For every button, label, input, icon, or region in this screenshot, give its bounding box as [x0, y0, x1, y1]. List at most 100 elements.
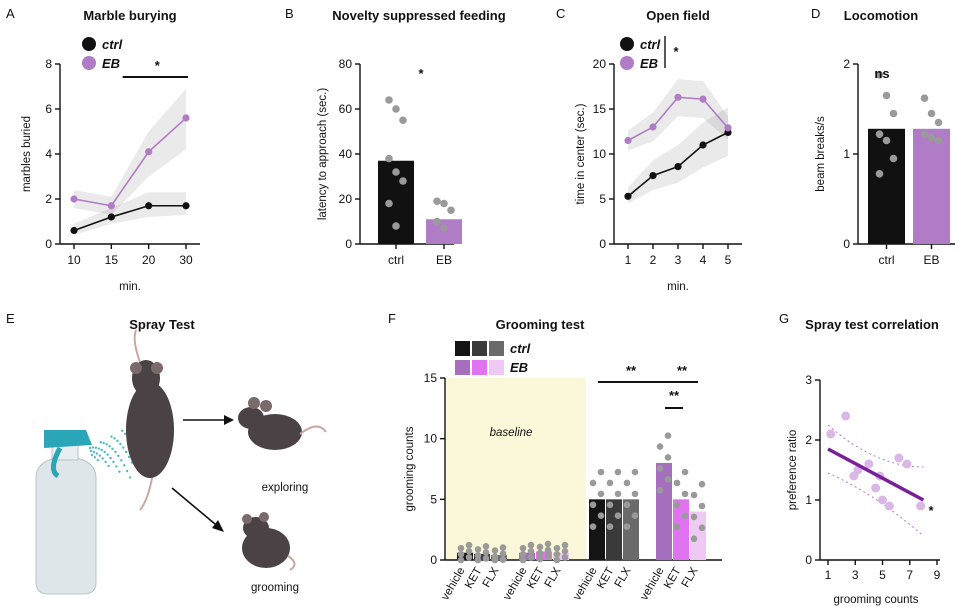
chart-A-point-EB	[145, 148, 153, 156]
spray-bottle-icon	[35, 423, 136, 595]
spray-droplet	[101, 457, 104, 460]
spray-droplet	[115, 465, 118, 468]
mouse-exploring-icon	[238, 397, 327, 450]
chart-D-title: Locomotion	[844, 8, 918, 23]
chart-G-point	[864, 459, 874, 469]
chart-F-bar-ctrl-FLX	[623, 499, 639, 560]
chart-D-y-tick-label: 2	[843, 57, 850, 71]
chart-F-x-label: FLX	[680, 565, 701, 590]
spray-droplet	[122, 446, 125, 449]
spray-droplet	[113, 437, 116, 440]
chart-F-dot	[482, 555, 490, 562]
chart-F-legend-swatch-EB	[489, 360, 504, 375]
spray-droplet	[96, 458, 100, 462]
chart-A-line-ctrl	[73, 204, 186, 232]
chart-F-dot	[457, 544, 465, 552]
chart-D-dot-ctrl	[875, 130, 884, 138]
chart-A-ylabel: marbles buried	[21, 116, 33, 192]
chart-F-dot	[614, 468, 622, 476]
mouse-body	[126, 382, 174, 478]
panel-label-D: D	[811, 6, 820, 21]
chart-A-y-tick-label: 2	[45, 192, 52, 206]
chart-A-point-ctrl	[107, 213, 115, 221]
chart-F-dot	[589, 501, 597, 509]
chart-A-x-tick-label: 20	[142, 253, 156, 267]
chart-F-dot	[614, 490, 622, 498]
chart-C-x-tick-label: 5	[725, 253, 732, 267]
mouse-sprayed-icon	[126, 329, 174, 511]
chart-G-ci-upper	[827, 424, 924, 468]
spray-bottle-handle	[51, 446, 63, 479]
chart-B-y-tick-label: 0	[345, 237, 352, 251]
chart-D-dot-ctrl	[889, 109, 898, 118]
spray-droplet	[93, 456, 97, 459]
spray-test-title: Spray Test	[129, 317, 195, 332]
chart-C-y-tick-label: 10	[593, 147, 607, 161]
chart-F-dot	[673, 523, 681, 530]
chart-F-bar-EB-baseline-FLX	[553, 552, 569, 560]
chart-B-x-tick-label: EB	[436, 253, 452, 267]
chart-F-baseline-region	[446, 378, 586, 560]
spray-droplet	[109, 456, 112, 460]
spray-droplet	[88, 446, 92, 450]
chart-G-ci-lower	[827, 472, 924, 537]
chart-C-legend-EB: EB	[640, 56, 658, 71]
chart-F-dot	[544, 540, 552, 548]
chart-A-y-tick-label: 4	[45, 147, 52, 161]
chart-D-dot-EB	[934, 118, 943, 127]
chart-A-x-tick-label: 30	[179, 253, 193, 267]
chart-F-dot	[589, 523, 597, 530]
chart-F-dot	[664, 432, 672, 439]
chart-F-bar-ctrl-KET	[606, 499, 622, 560]
chart-A-xlabel: min.	[119, 281, 141, 293]
chart-F-dot	[623, 479, 631, 487]
spray-droplet	[98, 454, 101, 457]
chart-F-dot	[698, 502, 706, 510]
spray-droplet	[111, 447, 114, 450]
chart-F-legend-ctrl: ctrl	[510, 341, 531, 356]
chart-F-dot	[606, 479, 614, 487]
chart-G-x-tick-label: 7	[906, 568, 913, 582]
chart-F-dot	[589, 479, 597, 487]
chart-G-ylabel: preference ratio	[787, 430, 799, 511]
chart-F-title: Grooming test	[496, 317, 586, 332]
chart-F-dot	[519, 544, 527, 552]
chart-D-dot-EB	[927, 134, 936, 142]
chart-F-dot	[673, 479, 681, 487]
chart-F-x-label: KET	[595, 566, 617, 591]
chart-F-dot	[474, 546, 482, 553]
chart-G-x-tick-label: 5	[879, 568, 886, 582]
chart-F-y-tick-label: 0	[430, 553, 437, 567]
mouse-tail	[139, 477, 153, 511]
panel-label-A: A	[6, 6, 15, 21]
chart-A-point-ctrl	[145, 202, 153, 210]
chart-C-ylabel: time in center (sec.)	[575, 103, 587, 204]
chart-B-dot-EB	[433, 197, 441, 206]
label-exploring: exploring	[262, 482, 309, 494]
chart-C-point-ctrl	[699, 141, 707, 149]
panel-label-C: C	[556, 6, 565, 21]
chart-B-y-tick-label: 60	[339, 102, 353, 116]
spray-droplet	[108, 445, 111, 448]
chart-F-x-label: KET	[463, 566, 485, 591]
chart-B-y-tick-label: 40	[339, 147, 353, 161]
chart-F-bar-EB-KET	[673, 499, 689, 560]
chart-A-y-tick-label: 0	[45, 237, 52, 251]
chart-F-bar-ctrl-baseline-FLX	[491, 555, 507, 560]
arrow-head	[212, 520, 224, 532]
chart-F-x-label: FLX	[543, 565, 564, 590]
arrow-to-grooming	[171, 487, 216, 525]
chart-F-dot	[457, 556, 465, 564]
chart-F-bar-ctrl-baseline-KET	[474, 553, 490, 560]
spray-droplet	[110, 435, 113, 438]
chart-B-dot-EB	[447, 206, 455, 215]
chart-F-dot	[690, 491, 698, 499]
chart-B-dot-ctrl	[385, 199, 393, 208]
chart-F-dot	[690, 513, 698, 521]
chart-F-dot	[491, 553, 499, 560]
chart-D-dot-ctrl	[882, 91, 891, 100]
spray-bottle-trigger	[44, 430, 92, 448]
chart-A-significance: *	[155, 58, 161, 73]
spray-droplet	[125, 469, 129, 473]
